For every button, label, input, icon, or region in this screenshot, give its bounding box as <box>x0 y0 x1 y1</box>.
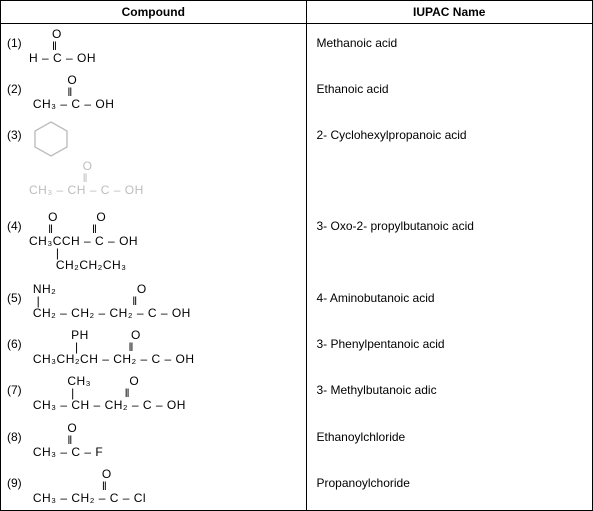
structure-line: O <box>29 468 146 480</box>
table-row: (5) NH₂ O | ‖ CH₂ – CH₂ – CH₂ – C – OH 4-… <box>1 279 592 325</box>
structure-line: CH₃ – C – OH <box>29 98 114 110</box>
structure: O ‖CH₃ – CH – C – OH <box>29 120 144 196</box>
compound-cell: (2) O ‖ CH₃ – C – OH <box>1 70 306 116</box>
table-row: (9) O ‖ CH₃ – CH₂ – C – Cl Propanoylchori… <box>1 464 592 510</box>
name-cell: 2- Cyclohexylpropanoic acid <box>306 116 592 206</box>
structure-line: O <box>29 422 103 434</box>
name-cell: Ethanoylchloride <box>306 418 592 464</box>
structure-line: ‖ ‖ <box>29 223 138 235</box>
structure: NH₂ O | ‖ CH₂ – CH₂ – CH₂ – C – OH <box>29 283 191 319</box>
name-cell: 3- Oxo-2- propylbutanoic acid <box>306 207 592 280</box>
table-row: (1) O ‖H – C – OH Methanoic acid <box>1 24 592 71</box>
compound-cell: (1) O ‖H – C – OH <box>1 24 306 71</box>
row-number: (1) <box>7 28 29 50</box>
table-row: (6) PH O | ‖ CH₃CH₂CH – CH₂ – C – OH 3- P… <box>1 325 592 371</box>
compound-cell: (9) O ‖ CH₃ – CH₂ – C – Cl <box>1 464 306 510</box>
header-iupac: IUPAC Name <box>306 1 592 24</box>
name-cell: Methanoic acid <box>306 24 592 71</box>
structure-line: CH₂ – CH₂ – CH₂ – C – OH <box>29 307 191 319</box>
table-row: (3) O ‖CH₃ – CH – C – OH 2- Cyclohexylpro… <box>1 116 592 206</box>
row-number: (5) <box>7 283 29 305</box>
structure-line: O O <box>29 211 138 223</box>
structure-line: CH₃CH₂CH – CH₂ – C – OH <box>29 353 195 365</box>
name-cell: Propanoylchoride <box>306 464 592 510</box>
compound-cell: (8) O ‖ CH₃ – C – F <box>1 418 306 464</box>
compound-cell: (3) O ‖CH₃ – CH – C – OH <box>1 116 306 206</box>
row-number: (2) <box>7 74 29 96</box>
iupac-name: Ethanoic acid <box>317 74 587 96</box>
structure-line: ‖ <box>29 480 146 492</box>
iupac-name: 2- Cyclohexylpropanoic acid <box>317 120 587 142</box>
table-row: (8) O ‖ CH₃ – C – F Ethanoylchloride <box>1 418 592 464</box>
compound-cell: (4) O O ‖ ‖CH₃CCH – C – OH | CH₂CH₂CH₃ <box>1 207 306 280</box>
iupac-name: 3- Methylbutanoic adic <box>317 375 587 397</box>
row-number: (3) <box>7 120 29 142</box>
structure: O ‖H – C – OH <box>29 28 96 64</box>
compound-table: Compound IUPAC Name (1) O ‖H – C – OHMet… <box>1 1 592 510</box>
compound-cell: (5) NH₂ O | ‖ CH₂ – CH₂ – CH₂ – C – OH <box>1 279 306 325</box>
header-compound: Compound <box>1 1 306 24</box>
structure: CH₃ O | ‖ CH₃ – CH – CH₂ – C – OH <box>29 375 186 411</box>
structure: PH O | ‖ CH₃CH₂CH – CH₂ – C – OH <box>29 329 195 365</box>
row-number: (4) <box>7 211 29 233</box>
compound-cell: (7) CH₃ O | ‖ CH₃ – CH – CH₂ – C – OH <box>1 371 306 417</box>
name-cell: 3- Phenylpentanoic acid <box>306 325 592 371</box>
structure-line: CH₂CH₂CH₃ <box>29 259 138 271</box>
structure-line: CH₃ – CH – CH₂ – C – OH <box>29 399 186 411</box>
structure: O ‖ CH₃ – CH₂ – C – Cl <box>29 468 146 504</box>
compound-cell: (6) PH O | ‖ CH₃CH₂CH – CH₂ – C – OH <box>1 325 306 371</box>
table-row: (2) O ‖ CH₃ – C – OH Ethanoic acid <box>1 70 592 116</box>
structure-line: | <box>29 247 138 259</box>
iupac-name: 3- Phenylpentanoic acid <box>317 329 587 351</box>
row-number: (8) <box>7 422 29 444</box>
iupac-name: Ethanoylchloride <box>317 422 587 444</box>
structure: O ‖ CH₃ – C – OH <box>29 74 114 110</box>
name-cell: 3- Methylbutanoic adic <box>306 371 592 417</box>
iupac-name: 4- Aminobutanoic acid <box>317 283 587 305</box>
structure-line: CH₃ – C – F <box>29 446 103 458</box>
structure-line: CH₃CCH – C – OH <box>29 235 138 247</box>
structure: O O ‖ ‖CH₃CCH – C – OH | CH₂CH₂CH₃ <box>29 211 138 271</box>
row-number: (7) <box>7 375 29 397</box>
table-row: (4) O O ‖ ‖CH₃CCH – C – OH | CH₂CH₂CH₃ 3-… <box>1 207 592 280</box>
iupac-name: Propanoylchoride <box>317 468 587 490</box>
iupac-name: 3- Oxo-2- propylbutanoic acid <box>317 211 587 233</box>
name-cell: Ethanoic acid <box>306 70 592 116</box>
table-row: (7) CH₃ O | ‖ CH₃ – CH – CH₂ – C – OH 3- … <box>1 371 592 417</box>
cyclohexane-icon <box>29 120 73 160</box>
structure-line: H – C – OH <box>29 52 96 64</box>
row-number: (9) <box>7 468 29 490</box>
structure-line: CH₃ – CH – C – OH <box>29 184 144 196</box>
name-cell: 4- Aminobutanoic acid <box>306 279 592 325</box>
structure: O ‖ CH₃ – C – F <box>29 422 103 458</box>
structure-line: ‖ <box>29 434 103 446</box>
structure-line: CH₃ – CH₂ – C – Cl <box>29 492 146 504</box>
row-number: (6) <box>7 329 29 351</box>
iupac-name: Methanoic acid <box>317 28 587 50</box>
